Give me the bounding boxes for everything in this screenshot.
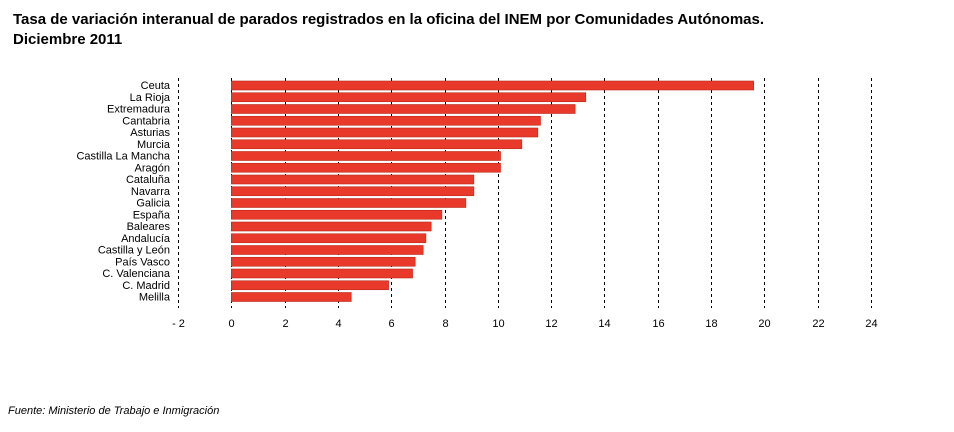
x-tick-label: 4 [335, 318, 341, 330]
x-tick-label: 24 [865, 318, 877, 330]
x-tick-label: 10 [492, 318, 504, 330]
bar [231, 92, 587, 103]
category-label: Castilla La Mancha [76, 151, 170, 163]
bar [231, 127, 539, 138]
bar [231, 186, 475, 197]
category-label: Aragón [135, 162, 170, 174]
bar [231, 104, 576, 114]
x-tick-labels: - 2 0 2 4 6 8 10 12 14 16 18 20 22 24 [172, 318, 878, 330]
x-tick-label: - 2 [172, 318, 185, 330]
category-label: La Rioja [130, 92, 171, 104]
category-label: Andalucía [121, 233, 171, 245]
category-label: Melilla [139, 292, 171, 304]
x-tick-label: 18 [705, 318, 717, 330]
x-tick-label: 6 [388, 318, 394, 330]
x-tick-label: 8 [442, 318, 448, 330]
category-label: Castilla y León [98, 245, 170, 257]
bar [231, 292, 352, 302]
bar [231, 198, 467, 208]
x-tick-label: 16 [652, 318, 664, 330]
category-label: Ceuta [141, 80, 171, 92]
category-label: C. Madrid [122, 280, 170, 292]
category-label: Cataluña [126, 174, 171, 186]
category-label: Baleares [127, 221, 171, 233]
x-tick-label: 22 [812, 318, 824, 330]
bar [231, 280, 389, 291]
x-tick-label: 14 [598, 318, 610, 330]
bar [231, 245, 424, 255]
category-label: Cantabria [122, 115, 171, 127]
category-label: Navarra [131, 186, 171, 198]
bar [231, 268, 413, 279]
source-note: Fuente: Ministerio de Trabajo e Inmigrac… [8, 405, 220, 417]
category-label: País Vasco [115, 256, 170, 268]
bar [231, 162, 501, 173]
x-tick-label: 0 [228, 318, 234, 330]
bar [231, 80, 755, 91]
category-label: C. Valenciana [102, 268, 171, 280]
x-tick-label: 2 [282, 318, 288, 330]
bars [231, 80, 755, 302]
category-label: España [133, 209, 171, 221]
x-tick-label: 20 [758, 318, 770, 330]
category-label: Asturias [130, 127, 170, 139]
bar [231, 151, 501, 161]
category-label: Galicia [136, 198, 171, 210]
category-label: Extremadura [107, 104, 171, 116]
x-tick-label: 12 [545, 318, 557, 330]
bar [231, 174, 475, 185]
bar [231, 233, 427, 244]
bar [231, 209, 443, 220]
bar [231, 221, 432, 232]
bar [231, 256, 416, 267]
category-label: Murcia [137, 139, 171, 151]
bar [231, 139, 523, 150]
chart-title: Tasa de variación interanual de parados … [13, 11, 765, 48]
bar [231, 115, 541, 126]
